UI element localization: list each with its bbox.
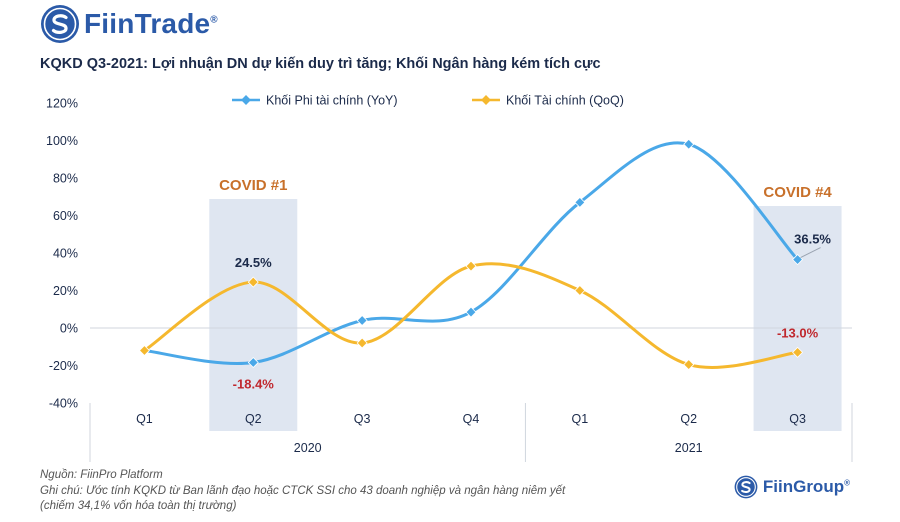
- data-label: -13.0%: [777, 325, 819, 340]
- legend-label: Khối Phi tài chính (YoY): [266, 94, 398, 108]
- y-tick-label: -40%: [49, 397, 78, 411]
- data-point: [683, 359, 695, 371]
- data-label: 36.5%: [794, 232, 831, 247]
- data-point: [247, 276, 259, 288]
- fiingroup-logo: FiinGroup®: [734, 475, 850, 499]
- x-group-label: 2020: [294, 441, 322, 455]
- y-tick-label: 20%: [53, 284, 78, 298]
- note-line-2: (chiếm 34,1% vốn hóa toàn thị trường): [40, 500, 237, 512]
- data-point: [356, 337, 368, 349]
- highlight-band: [753, 206, 842, 431]
- source-note: Nguồn: FiinPro Platform: [40, 469, 163, 481]
- legend-swatch-marker: [481, 95, 491, 105]
- x-tick-label: Q4: [463, 412, 480, 426]
- data-point: [465, 306, 477, 318]
- data-point: [683, 138, 695, 150]
- chart-title: KQKD Q3-2021: Lợi nhuận DN dự kiến duy t…: [40, 56, 601, 72]
- x-group-label: 2021: [675, 441, 703, 455]
- y-tick-label: 40%: [53, 247, 78, 261]
- x-tick-label: Q1: [136, 412, 153, 426]
- x-tick-label: Q2: [680, 412, 697, 426]
- y-tick-label: 80%: [53, 172, 78, 186]
- x-tick-label: Q2: [245, 412, 262, 426]
- y-tick-label: -20%: [49, 359, 78, 373]
- y-tick-label: 0%: [60, 322, 78, 336]
- data-point: [574, 196, 586, 208]
- x-tick-label: Q3: [789, 412, 806, 426]
- note-line-1: Ghi chú: Ước tính KQKD từ Ban lãnh đạo h…: [40, 484, 566, 497]
- data-label-leader: [800, 247, 821, 259]
- data-point: [792, 254, 804, 266]
- legend-label: Khối Tài chính (QoQ): [506, 94, 624, 108]
- x-tick-label: Q3: [354, 412, 371, 426]
- data-point: [247, 356, 259, 369]
- highlight-label: COVID #4: [763, 184, 832, 201]
- y-tick-label: 60%: [53, 209, 78, 223]
- data-point: [356, 314, 368, 327]
- fiingroup-logo-icon: [734, 475, 758, 499]
- fiingroup-name: FiinGroup®: [762, 477, 850, 496]
- brand-name: FiinTrade®: [84, 8, 218, 39]
- data-point: [465, 260, 477, 272]
- legend-swatch-marker: [241, 95, 251, 105]
- fiintrade-logo: FiinTrade®: [40, 4, 218, 44]
- data-label: 24.5%: [235, 255, 272, 270]
- x-tick-label: Q1: [572, 412, 589, 426]
- y-tick-label: 100%: [46, 134, 78, 148]
- highlight-label: COVID #1: [219, 177, 287, 194]
- line-chart: COVID #1 COVID #4 120% 100% 80% 60% 40% 20% 0% -2…: [46, 94, 853, 462]
- footer-notes: Nguồn: FiinPro Platform Ghi chú: Ước tín…: [40, 468, 565, 515]
- highlight-band: [209, 199, 298, 431]
- data-point: [138, 344, 150, 357]
- fiintrade-logo-icon: [41, 5, 79, 43]
- data-point: [792, 346, 804, 358]
- data-label: -18.4%: [233, 377, 275, 392]
- data-point: [574, 284, 586, 297]
- y-tick-label: 120%: [46, 97, 78, 111]
